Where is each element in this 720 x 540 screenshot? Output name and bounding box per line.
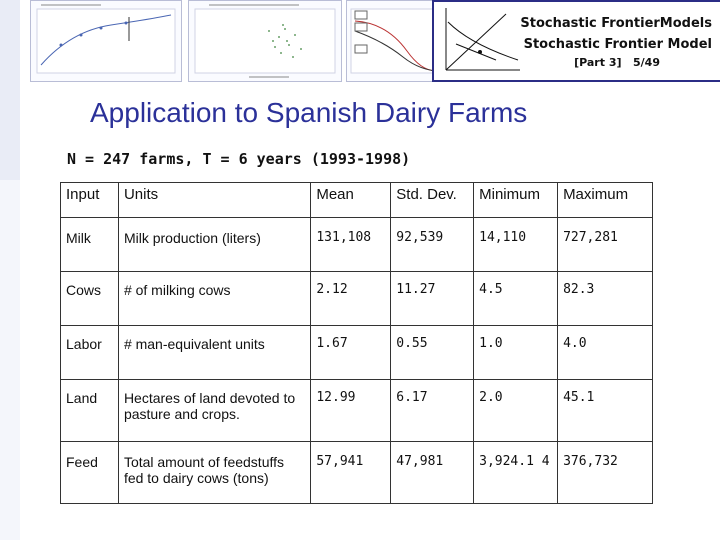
- cell-input: Feed: [60, 441, 119, 504]
- cell-minimum: 4.5: [473, 271, 559, 326]
- left-decorative-bar-lower: [0, 180, 20, 540]
- column-header-input: Input: [60, 182, 119, 218]
- cell-std-dev: 47,981: [390, 441, 475, 504]
- cell-mean: 131,108: [310, 217, 392, 272]
- cell-input: Cows: [60, 271, 119, 326]
- cell-std-dev: 0.55: [390, 325, 475, 380]
- cell-maximum: 4.0: [557, 325, 653, 380]
- table-row: Labor # man-equivalent units 1.67 0.55 1…: [60, 325, 653, 380]
- table-row: Land Hectares of land devoted to pasture…: [60, 379, 653, 442]
- table-header-row: Input Units Mean Std. Dev. Minimum Maxim…: [60, 182, 653, 218]
- thumbnail-chart-1: [30, 0, 182, 82]
- title-box: Stochastic FrontierModels Stochastic Fro…: [432, 0, 720, 82]
- cell-minimum: 1.0: [473, 325, 559, 380]
- cell-maximum: 45.1: [557, 379, 653, 442]
- cell-std-dev: 11.27: [390, 271, 475, 326]
- column-header-units: Units: [117, 182, 312, 218]
- cell-units: # of milking cows: [117, 271, 312, 326]
- cell-mean: 12.99: [310, 379, 392, 442]
- cell-units: Hectares of land devoted to pasture and …: [117, 379, 312, 442]
- cell-minimum: 2.0: [473, 379, 559, 442]
- cell-maximum: 82.3: [557, 271, 653, 326]
- header-band: Stochastic FrontierModels Stochastic Fro…: [20, 0, 720, 82]
- cell-units: Milk production (liters): [117, 217, 312, 272]
- cell-std-dev: 92,539: [390, 217, 475, 272]
- cell-units: # man-equivalent units: [117, 325, 312, 380]
- slide-counter: 5/49: [633, 56, 660, 69]
- title-line-2: Stochastic Frontier Model: [523, 37, 712, 52]
- cell-maximum: 376,732: [557, 441, 653, 504]
- slide-counter-line: [Part 3] 5/49: [530, 56, 660, 69]
- table-row: Feed Total amount of feedstuffs fed to d…: [60, 441, 653, 504]
- cell-minimum: 3,924.1 4: [473, 441, 559, 504]
- cell-std-dev: 6.17: [390, 379, 475, 442]
- cell-minimum: 14,110: [473, 217, 559, 272]
- cell-mean: 1.67: [310, 325, 392, 380]
- cell-mean: 2.12: [310, 271, 392, 326]
- thumbnail-chart-2: [188, 0, 342, 82]
- frontier-diagram-icon: [445, 8, 520, 71]
- cell-mean: 57,941: [310, 441, 392, 504]
- table-row: Cows # of milking cows 2.12 11.27 4.5 82…: [60, 271, 653, 326]
- cell-input: Labor: [60, 325, 119, 380]
- column-header-minimum: Minimum: [473, 182, 559, 218]
- summary-statistics-table: Input Units Mean Std. Dev. Minimum Maxim…: [60, 182, 653, 504]
- table-row: Milk Milk production (liters) 131,108 92…: [60, 217, 653, 272]
- slide-heading: Application to Spanish Dairy Farms: [90, 97, 528, 128]
- title-line-1: Stochastic FrontierModels: [520, 16, 712, 31]
- column-header-std-dev: Std. Dev.: [390, 182, 475, 218]
- cell-units: Total amount of feedstuffs fed to dairy …: [117, 441, 312, 504]
- cell-maximum: 727,281: [557, 217, 653, 272]
- column-header-mean: Mean: [310, 182, 392, 218]
- cell-input: Milk: [60, 217, 119, 272]
- part-label: [Part 3]: [574, 56, 622, 69]
- cell-input: Land: [60, 379, 119, 442]
- column-header-maximum: Maximum: [557, 182, 653, 218]
- slide-subheading: N = 247 farms, T = 6 years (1993-1998): [67, 150, 411, 168]
